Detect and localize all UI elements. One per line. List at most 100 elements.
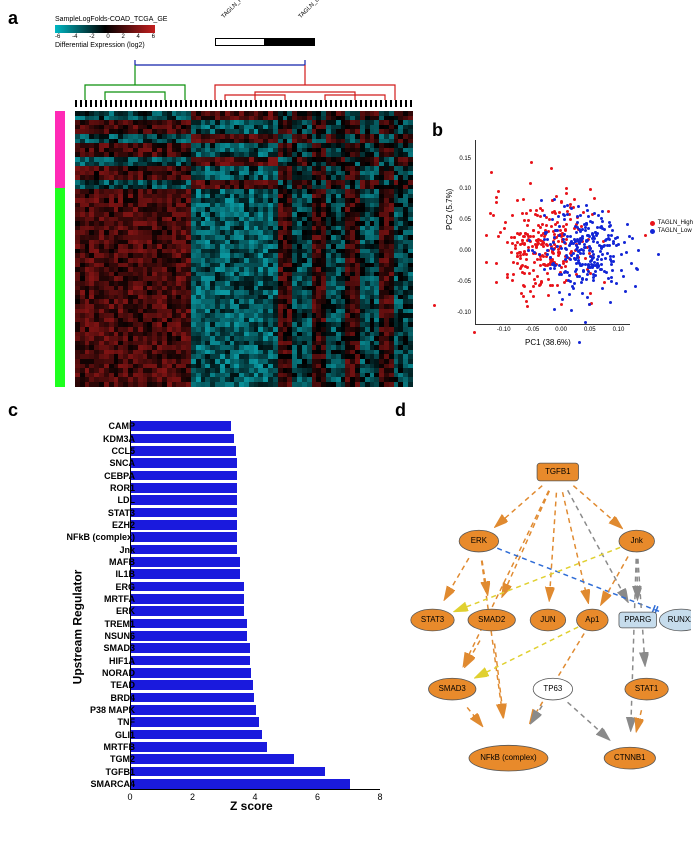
bar-label: KDM3A: [103, 434, 135, 444]
heatmap-body: [75, 111, 413, 387]
bar-label: BRD4: [110, 693, 135, 703]
bar-label: HIF1A: [109, 656, 135, 666]
bar-label: ROR1: [110, 483, 135, 493]
bar-ERK: [131, 606, 244, 615]
bar-EZH2: [131, 520, 237, 529]
scatter-legend: TAGLN_HighTAGLN_Low: [650, 220, 693, 236]
bar-label: MRTFB: [104, 742, 136, 752]
panel-c-barchart: Upstream Regulator Z score CAMP KDM3A CCL5…: [30, 420, 390, 825]
heatmap-color-legend: SampleLogFolds-COAD_TCGA_GE -6-4-20246 D…: [55, 16, 195, 49]
bar-label: SMAD3: [103, 643, 135, 653]
legend-bottom: Differential Expression (log2): [55, 42, 195, 49]
row-annotation-bar: [55, 111, 65, 387]
c-x-axis-label: Z score: [230, 799, 273, 813]
bar-label: CAMP: [109, 421, 136, 431]
panel-a-heatmap: SampleLogFolds-COAD_TCGA_GE -6-4-20246 D…: [20, 4, 420, 394]
sample-group-legend: TAGLN_High TAGLN_Low: [215, 14, 336, 46]
bar-label: CEBPA: [104, 471, 135, 481]
bar-label: LDL: [118, 495, 136, 505]
bar-label: STAT3: [108, 508, 135, 518]
group-swatch-high: [215, 38, 265, 46]
group-swatch-low: [265, 38, 315, 46]
bar-label: NSUN6: [104, 631, 135, 641]
bar-label: ERK: [116, 606, 135, 616]
node-label: NFkB (complex): [480, 753, 537, 762]
bar-CAMP: [131, 421, 231, 430]
network-svg: TGFB1ERKJnkSTAT3SMAD2JUNAp1PPARGRUNX2SMA…: [395, 420, 691, 820]
legend-title: SampleLogFolds-COAD_TCGA_GE: [55, 16, 195, 23]
panel-b-pca-scatter: -0.10-0.050.000.050.100.15 -0.10-0.050.0…: [445, 130, 685, 360]
bar-TEAD: [131, 680, 253, 689]
bar-label: NFkB (complex): [66, 532, 135, 542]
bar-NFkB-(complex): [131, 532, 237, 541]
group-label-low: TAGLN_Low: [298, 0, 326, 20]
node-label: RUNX2: [668, 615, 691, 624]
sample-annotation-bar: [75, 100, 413, 107]
bar-SNCA: [131, 458, 237, 467]
node-label: Ap1: [585, 615, 599, 624]
panel-label-d: d: [395, 400, 406, 421]
bar-CEBPA: [131, 471, 237, 480]
bar-label: MAFB: [109, 557, 135, 567]
node-label: TP63: [543, 684, 562, 693]
scatter-points: [476, 140, 630, 324]
bar-TGM2: [131, 754, 294, 763]
node-label: JUN: [540, 615, 556, 624]
bar-label: SNCA: [109, 458, 135, 468]
bar-TREM1: [131, 619, 247, 628]
bar-NORAD: [131, 668, 251, 677]
node-label: SMAD3: [439, 684, 467, 693]
bar-TNF: [131, 717, 259, 726]
node-label: Jnk: [631, 536, 643, 545]
bar-MRTFB: [131, 742, 267, 751]
x-axis-label: PC1 (38.6%): [525, 338, 571, 347]
bar-label: SMARCA4: [90, 779, 135, 789]
bar-label: TREM1: [104, 619, 135, 629]
bar-label: P38 MAPK: [90, 705, 135, 715]
scatter-axes: [475, 140, 630, 325]
panel-label-b: b: [432, 120, 443, 141]
bar-label: EZH2: [112, 520, 135, 530]
bar-label: GLI1: [115, 730, 135, 740]
bar-MAFB: [131, 557, 240, 566]
bar-TGFB1: [131, 767, 325, 776]
bar-label: CCL5: [111, 446, 135, 456]
bar-ERG: [131, 582, 244, 591]
node-label: STAT3: [421, 615, 445, 624]
bar-label: TEAD: [111, 680, 136, 690]
y-axis-label: PC2 (5.7%): [445, 189, 454, 230]
node-label: TGFB1: [545, 467, 570, 476]
bar-P38-MAPK: [131, 705, 256, 714]
bar-label: MRTFA: [104, 594, 135, 604]
panel-label-a: a: [8, 8, 18, 29]
bar-label: TGFB1: [105, 767, 135, 777]
bar-CCL5: [131, 446, 236, 455]
bar-SMARCA4: [131, 779, 350, 788]
group-label-high: TAGLN_High: [221, 0, 250, 20]
c-y-axis-label: Upstream Regulator: [70, 570, 84, 685]
legend-gradient: [55, 25, 155, 33]
bar-BRD4: [131, 693, 254, 702]
node-label: ERK: [471, 536, 488, 545]
bar-label: IL1B: [115, 569, 135, 579]
bar-HIF1A: [131, 656, 250, 665]
column-dendrogram: [75, 60, 413, 100]
bar-KDM3A: [131, 434, 234, 443]
bar-LDL: [131, 495, 237, 504]
bar-SMAD3: [131, 643, 250, 652]
bars-area: [130, 420, 380, 790]
bar-label: Jnk: [119, 545, 135, 555]
node-label: SMAD2: [478, 615, 505, 624]
bar-label: ERG: [115, 582, 135, 592]
legend-ticks: -6-4-20246: [55, 34, 155, 40]
bar-label: TGM2: [110, 754, 135, 764]
panel-d-network: TGFB1ERKJnkSTAT3SMAD2JUNAp1PPARGRUNX2SMA…: [395, 420, 691, 820]
node-label: CTNNB1: [614, 753, 646, 762]
bar-STAT3: [131, 508, 237, 517]
bar-GLI1: [131, 730, 262, 739]
node-label: STAT1: [635, 684, 658, 693]
panel-label-c: c: [8, 400, 18, 421]
bar-IL1B: [131, 569, 240, 578]
bar-NSUN6: [131, 631, 247, 640]
y-ticks: -0.10-0.050.000.050.100.15: [457, 140, 473, 325]
